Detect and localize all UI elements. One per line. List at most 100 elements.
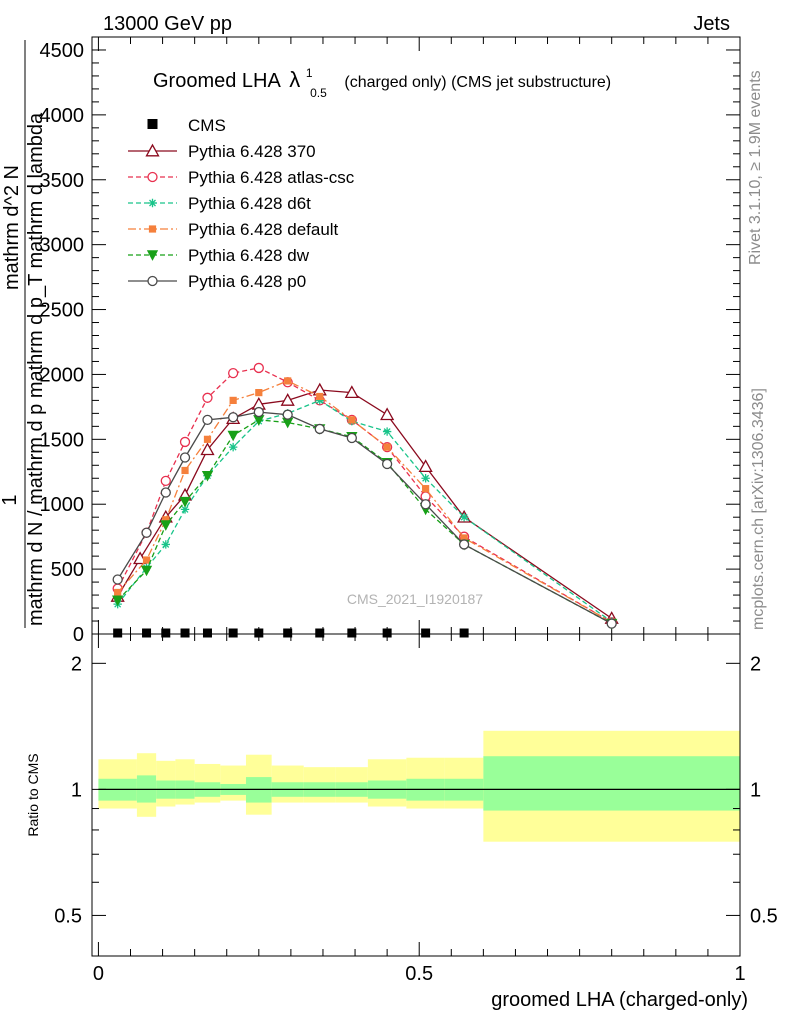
header-left: 13000 GeV pp (103, 13, 232, 35)
ratio-panel: 0.5 0.51 12 2 0 0.5 1 Ratio to CMS groomed LH… (25, 633, 778, 1011)
y-tick-label: 3000 (40, 235, 85, 257)
series-marker (228, 442, 238, 452)
legend-marker (147, 171, 158, 183)
series-marker (227, 367, 239, 379)
ratio-y-ticks: 0.5 0.5 1 1 2 2 (54, 653, 778, 927)
y-tick-label: 3500 (40, 170, 85, 192)
series-marker (315, 396, 324, 405)
series-marker (141, 527, 152, 538)
series-marker (227, 430, 239, 442)
legend-marker (147, 275, 158, 287)
title-sub: 0.5 (310, 86, 327, 100)
series-marker (227, 412, 239, 423)
series-marker (348, 416, 356, 424)
ratio-y-tick-label: 1 (71, 779, 82, 801)
legend-marker (145, 143, 160, 157)
cms-data-point (202, 628, 212, 638)
legend-entry-label: Pythia 6.428 default (188, 220, 339, 239)
series-marker (382, 427, 392, 436)
legend-entry-label: CMS (188, 116, 226, 135)
series-marker (280, 393, 295, 406)
rivet-label: Rivet 3.1.10, ≥ 1.9M events (747, 70, 764, 265)
series-marker (229, 396, 237, 404)
series-marker (421, 474, 430, 483)
header-right: Jets (693, 13, 730, 35)
y-axis-label-numerator: 1 (0, 494, 21, 505)
ratio-band-outer (220, 765, 246, 801)
ratio-y-tick-label: 0.5 (54, 905, 82, 927)
x-tick-label: 1 (734, 963, 745, 985)
series-line (117, 389, 613, 619)
series-marker (255, 389, 263, 397)
y-tick-label: 0 (73, 624, 84, 646)
series-marker (200, 442, 215, 456)
main-y-ticks: 0 500 1000 1500 2000 2500 3000 3500 4000 4500 (40, 36, 740, 646)
series-marker (253, 406, 264, 418)
series-marker (161, 540, 170, 549)
ratio-y-tick-label-right: 0.5 (750, 905, 778, 927)
legend-entry-label: Pythia 6.428 370 (188, 142, 316, 161)
series-marker (202, 414, 213, 426)
y-tick-label: 2500 (40, 300, 85, 322)
legend-entry-label: Pythia 6.428 dw (188, 246, 310, 265)
series-marker (162, 516, 170, 524)
series-marker (140, 565, 153, 577)
legend: CMS Pythia 6.428 370 Pythia 6.428 atlas-cs… (128, 116, 355, 291)
title-main: Groomed LHA (153, 70, 281, 92)
cms-data-point (142, 628, 152, 638)
legend-entry-label: Pythia 6.428 atlas-csc (188, 168, 355, 187)
series-marker (179, 452, 191, 463)
series-marker (346, 432, 357, 444)
x-axis-label: groomed LHA (charged-only) (491, 989, 748, 1011)
ratio-y-tick-label: 2 (71, 653, 82, 675)
cms-data-point (161, 628, 171, 638)
watermark: CMS_2021_I1920187 (347, 591, 483, 607)
series-marker (606, 618, 617, 629)
y-tick-label: 1500 (40, 429, 85, 451)
ratio-x-ticks: 0 0.5 1 (93, 634, 746, 985)
y-tick-label: 2000 (40, 364, 85, 386)
legend-marker (146, 250, 159, 261)
series-marker (114, 588, 122, 597)
series-marker (314, 423, 325, 435)
series-line (117, 367, 613, 623)
series-marker (282, 409, 293, 420)
data-points (113, 628, 469, 638)
series-marker (253, 362, 264, 374)
y-axis-label-denominator: mathrm d N / mathrm d p mathrm d p_T mat… (25, 112, 47, 626)
ratio-y-tick-label-right: 2 (750, 653, 761, 675)
series-marker (422, 485, 430, 493)
series-marker (344, 385, 359, 399)
series-marker (179, 436, 191, 448)
series-marker (381, 458, 393, 470)
series-line (117, 411, 613, 625)
series-marker (160, 520, 172, 531)
y-tick-label: 1000 (40, 494, 85, 516)
main-series (110, 362, 619, 630)
series-marker (418, 459, 433, 473)
x-tick-label: 0.5 (405, 963, 433, 985)
mcplots-label: mcplots.cern.ch [arXiv:1306.3436] (750, 388, 767, 630)
cms-data-point (315, 628, 325, 638)
series-marker (458, 539, 470, 550)
ratio-band-inner (483, 756, 740, 811)
ratio-bands (98, 730, 740, 842)
series-marker (284, 377, 292, 385)
cms-data-point (421, 628, 431, 638)
cms-data-point (459, 628, 469, 638)
y-tick-label: 4000 (40, 105, 85, 127)
cms-data-point (228, 628, 238, 638)
cms-data-point (180, 628, 190, 638)
legend-entry-label: Pythia 6.428 p0 (188, 272, 306, 291)
series-marker (203, 435, 212, 443)
series-marker (420, 499, 431, 510)
legend-entry-label: Pythia 6.428 d6t (188, 194, 311, 213)
y-tick-label: 500 (51, 559, 84, 581)
cms-data-point (113, 628, 123, 638)
series-marker (181, 466, 189, 475)
series-marker (380, 407, 395, 421)
cms-data-point (382, 628, 392, 638)
cms-data-point (347, 628, 357, 638)
ratio-frame (91, 633, 741, 957)
